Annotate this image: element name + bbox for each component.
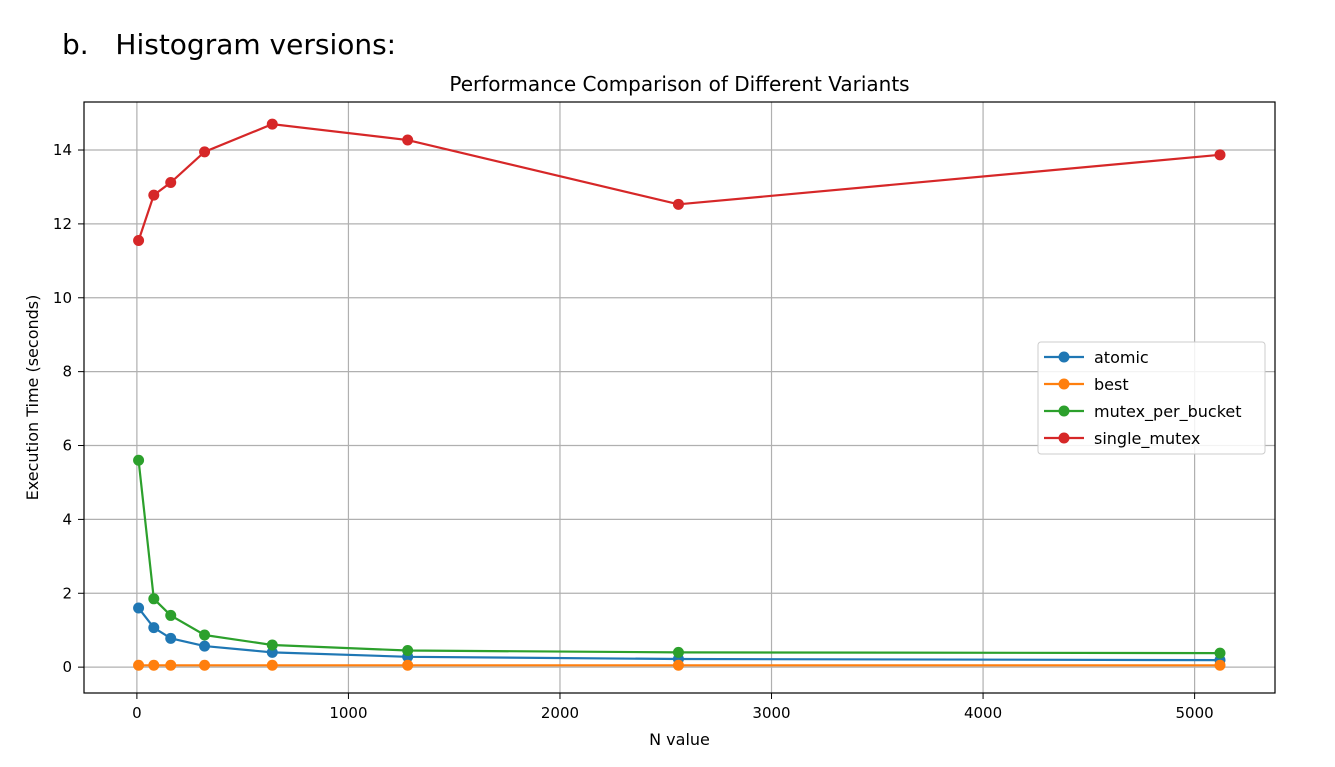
data-point-mutex_per_bucket (165, 609, 177, 621)
x-tick-label: 5000 (1176, 704, 1214, 722)
legend-box (1037, 341, 1266, 455)
data-point-atomic (133, 602, 145, 614)
data-point-best (672, 659, 684, 671)
series-group (133, 118, 1226, 671)
heading-text: Histogram versions: (115, 28, 397, 61)
y-tick-label: 14 (53, 141, 72, 159)
y-tick-label: 8 (62, 363, 72, 381)
data-point-mutex_per_bucket (402, 645, 414, 657)
y-tick-label: 6 (62, 437, 72, 455)
y-tick-label: 12 (53, 215, 72, 233)
data-point-single_mutex (148, 189, 160, 201)
x-axis-label: N value (649, 730, 710, 749)
x-tick-label: 3000 (752, 704, 790, 722)
x-tick-label: 2000 (541, 704, 579, 722)
data-point-mutex_per_bucket (199, 629, 211, 641)
y-tick-label: 4 (62, 510, 72, 528)
data-point-best (199, 659, 211, 671)
data-point-single_mutex (672, 198, 684, 210)
legend-label-best: best (1094, 375, 1129, 394)
chart-title: Performance Comparison of Different Vari… (449, 72, 909, 96)
legend-label-atomic: atomic (1094, 348, 1149, 367)
series-line-single_mutex (137, 123, 1221, 241)
y-tick-label: 10 (53, 289, 72, 307)
data-point-atomic (148, 622, 160, 634)
series-line-mutex_per_bucket (137, 460, 1220, 655)
data-point-mutex_per_bucket (133, 454, 145, 466)
plot-frame (83, 101, 1276, 694)
legend-marker-atomic (1058, 351, 1070, 363)
data-point-single_mutex (402, 134, 414, 146)
data-point-single_mutex (1214, 149, 1226, 161)
data-point-mutex_per_bucket (1214, 647, 1226, 659)
data-point-mutex_per_bucket (266, 639, 278, 651)
heading-marker: b. (62, 28, 89, 61)
tick-group: 0 1000 2000 3000 4000 5000 0 2 4 6 8 10 12 14 (53, 141, 1214, 722)
data-point-best (1214, 659, 1226, 671)
data-point-single_mutex (133, 235, 145, 247)
x-tick-label: 0 (132, 704, 142, 722)
data-point-best (402, 659, 414, 671)
grid (84, 102, 1275, 693)
data-point-mutex_per_bucket (672, 646, 684, 658)
x-tick-label: 1000 (329, 704, 367, 722)
legend-marker-best (1058, 378, 1070, 390)
data-point-single_mutex (266, 118, 278, 130)
y-tick-label: 2 (62, 584, 72, 602)
section-heading: b. Histogram versions: (62, 28, 396, 61)
data-point-single_mutex (165, 177, 177, 189)
data-point-mutex_per_bucket (148, 593, 160, 605)
data-point-best (148, 659, 160, 671)
data-point-best (266, 659, 278, 671)
y-tick-label: 0 (62, 658, 72, 676)
data-point-atomic (199, 640, 211, 652)
legend-marker-mutex_per_bucket (1058, 405, 1070, 417)
data-point-single_mutex (199, 146, 211, 158)
x-tick-label: 4000 (964, 704, 1002, 722)
data-point-best (165, 659, 177, 671)
legend: atomic best mutex_per_bucket single_mutex (1037, 341, 1266, 455)
y-axis-label: Execution Time (seconds) (23, 295, 42, 501)
legend-marker-single_mutex (1058, 432, 1070, 444)
legend-label-single_mutex: single_mutex (1094, 429, 1200, 449)
legend-label-mutex_per_bucket: mutex_per_bucket (1094, 402, 1242, 422)
data-point-atomic (165, 632, 177, 644)
data-point-best (133, 659, 145, 671)
